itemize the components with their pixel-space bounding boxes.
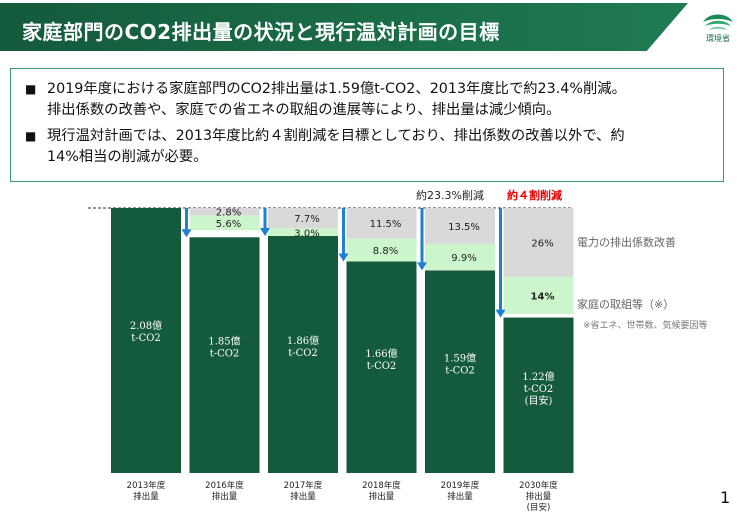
category-label: 2019年度 [441, 480, 480, 491]
ministry-name: 環境省 [706, 34, 730, 43]
emission-bar [425, 270, 495, 473]
emission-value-label: 1.59億 [444, 352, 476, 365]
bullet-square-icon: ■ [25, 82, 37, 96]
household-segment [425, 243, 495, 271]
household-pct-label: 3.0% [294, 228, 319, 239]
household-pct-label: 9.9% [451, 253, 476, 264]
household-pct-label: 5.6% [216, 219, 241, 230]
leaf-logo-icon [703, 14, 733, 30]
category-label: 排出量 [447, 491, 473, 502]
category-label: (目安) [527, 502, 551, 513]
emission-value-label: 1.66億 [365, 347, 397, 360]
bullet-text: 2019年度における家庭部門のCO2排出量は1.59億t-CO2、2013年度比… [47, 81, 626, 118]
legend-grid-factor: 電力の排出係数改善 [577, 235, 676, 249]
emission-bar [189, 237, 260, 473]
category-label: 2017年度 [284, 480, 323, 491]
emission-value-label: t-CO2 [131, 333, 161, 344]
reduction-arrow-head-icon [495, 309, 506, 318]
grid-factor-segment [503, 208, 574, 277]
summary-bullet: ■ 現行温対計画では、2013年度比約４割削減を目標としており、排出係数の改善以… [25, 126, 715, 168]
household-segment [268, 228, 338, 237]
household-segment [503, 276, 574, 314]
category-label: 排出量 [526, 491, 552, 502]
emission-value-label: t-CO2 [288, 348, 318, 359]
grid-factor-segment [346, 208, 417, 239]
emission-bar [268, 236, 338, 473]
reduction-arrow-head-icon [417, 262, 427, 271]
category-label: 排出量 [369, 491, 395, 502]
emission-value-label: 2.08億 [130, 319, 162, 332]
page-number: 1 [720, 488, 731, 507]
title-banner: 家庭部門のCO2排出量の状況と現行温対計画の目標 [0, 3, 688, 51]
category-label: 排出量 [133, 491, 159, 502]
grid-factor-pct-label: 26% [531, 238, 553, 249]
reduction-2030-annotation: 約４割削減 [507, 188, 562, 202]
grid-factor-pct-label: 13.5% [448, 222, 480, 233]
legend-household: 家庭の取組等（※） [577, 297, 674, 311]
emission-value-label: t-CO2 [210, 348, 240, 359]
grid-factor-segment [425, 208, 495, 244]
grid-factor-pct-label: 7.7% [294, 214, 319, 225]
grid-factor-pct-label: 11.5% [370, 219, 402, 230]
reduction-arrow-head-icon [338, 253, 349, 262]
category-label: 2030年度 [519, 480, 558, 491]
reduction-2019-annotation: 約23.3%削減 [416, 188, 484, 202]
category-label: 排出量 [212, 491, 238, 502]
grid-factor-pct-label: 2.8% [216, 208, 241, 219]
household-segment [346, 238, 417, 262]
category-label: 排出量 [290, 491, 316, 502]
legend-note: ※省エネ、世帯数、気候要因等 [583, 319, 708, 331]
emission-value-label: (目安) [525, 394, 553, 407]
emission-value-label: 1.85億 [208, 334, 240, 347]
reduction-arrow-head-icon [260, 228, 270, 237]
category-label: 2013年度 [127, 480, 166, 491]
emission-value-label: 1.22億 [522, 370, 554, 383]
emission-value-label: t-CO2 [445, 366, 475, 377]
emission-bar [111, 208, 181, 473]
emission-bar [503, 317, 574, 473]
household-pct-label: 14% [531, 291, 555, 302]
grid-factor-segment [189, 208, 260, 216]
reduction-arrow-head-icon [181, 229, 192, 238]
summary-bullet: ■ 2019年度における家庭部門のCO2排出量は1.59億t-CO2、2013年… [25, 79, 715, 121]
grid-factor-segment [268, 208, 338, 229]
emission-value-label: 1.86億 [287, 334, 319, 347]
category-label: 2016年度 [205, 480, 244, 491]
household-pct-label: 8.8% [373, 246, 398, 257]
category-label: 2018年度 [362, 480, 401, 491]
page-title: 家庭部門のCO2排出量の状況と現行温対計画の目標 [22, 20, 500, 44]
emission-bar [346, 261, 417, 473]
emission-value-label: t-CO2 [367, 361, 397, 372]
bullet-square-icon: ■ [25, 129, 37, 143]
household-segment [189, 215, 260, 231]
bullet-text: 現行温対計画では、2013年度比約４割削減を目標としており、排出係数の改善以外で… [47, 128, 625, 165]
summary-box: ■ 2019年度における家庭部門のCO2排出量は1.59億t-CO2、2013年… [10, 68, 724, 182]
emission-value-label: t-CO2 [524, 384, 554, 395]
ministry-logo: 環境省 [696, 8, 740, 52]
emissions-chart: 2.08億t-CO22013年度排出量1.85億t-CO22.8%5.6%201… [88, 188, 708, 513]
